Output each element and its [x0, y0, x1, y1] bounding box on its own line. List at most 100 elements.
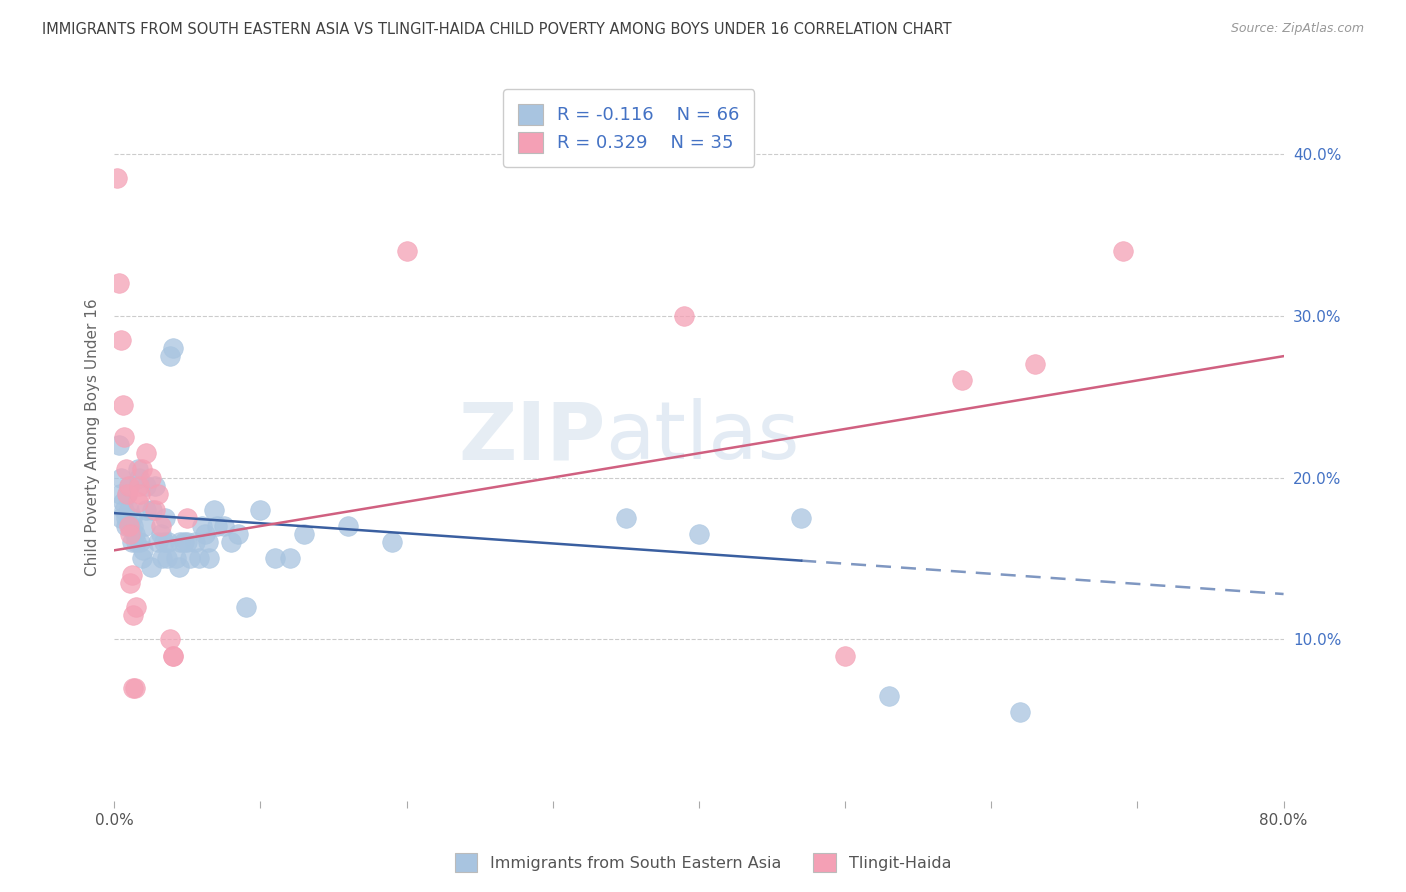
Point	[115, 519, 138, 533]
Point	[128, 470, 150, 484]
Point	[115, 511, 138, 525]
Point	[790, 511, 813, 525]
Point	[155, 511, 177, 525]
Point	[183, 535, 205, 549]
Point	[120, 575, 142, 590]
Point	[112, 430, 135, 444]
Point	[117, 486, 139, 500]
Point	[121, 511, 143, 525]
Point	[127, 495, 149, 509]
Point	[877, 689, 900, 703]
Point	[173, 535, 195, 549]
Point	[337, 519, 360, 533]
Point	[1024, 357, 1046, 371]
Point	[139, 559, 162, 574]
Point	[118, 478, 141, 492]
Point	[197, 535, 219, 549]
Point	[131, 462, 153, 476]
Point	[149, 527, 172, 541]
Point	[165, 551, 187, 566]
Point	[205, 519, 228, 533]
Point	[167, 559, 190, 574]
Point	[143, 503, 166, 517]
Point	[120, 527, 142, 541]
Point	[219, 535, 242, 549]
Point	[1010, 705, 1032, 719]
Point	[141, 503, 163, 517]
Point	[110, 511, 132, 525]
Point	[135, 503, 157, 517]
Text: atlas: atlas	[606, 398, 800, 476]
Point	[111, 398, 134, 412]
Point	[146, 535, 169, 549]
Point	[121, 535, 143, 549]
Point	[124, 681, 146, 695]
Point	[176, 511, 198, 525]
Point	[146, 486, 169, 500]
Point	[120, 519, 142, 533]
Text: IMMIGRANTS FROM SOUTH EASTERN ASIA VS TLINGIT-HAIDA CHILD POVERTY AMONG BOYS UND: IMMIGRANTS FROM SOUTH EASTERN ASIA VS TL…	[42, 22, 952, 37]
Point	[107, 438, 129, 452]
Point	[381, 535, 404, 549]
Point	[194, 527, 217, 541]
Point	[110, 333, 132, 347]
Point	[122, 608, 145, 623]
Point	[125, 599, 148, 614]
Point	[162, 341, 184, 355]
Point	[121, 567, 143, 582]
Point	[131, 551, 153, 566]
Point	[169, 535, 191, 549]
Point	[135, 446, 157, 460]
Legend: R = -0.116    N = 66, R = 0.329    N = 35: R = -0.116 N = 66, R = 0.329 N = 35	[503, 89, 754, 167]
Point	[159, 632, 181, 647]
Point	[278, 551, 301, 566]
Point	[115, 462, 138, 476]
Point	[614, 511, 637, 525]
Point	[395, 244, 418, 258]
Point	[156, 551, 179, 566]
Point	[179, 551, 201, 566]
Point	[264, 551, 287, 566]
Point	[143, 478, 166, 492]
Text: ZIP: ZIP	[458, 398, 606, 476]
Point	[105, 171, 128, 186]
Point	[128, 478, 150, 492]
Point	[212, 519, 235, 533]
Point	[118, 519, 141, 533]
Point	[117, 486, 139, 500]
Point	[162, 648, 184, 663]
Point	[157, 535, 180, 549]
Point	[1112, 244, 1135, 258]
Point	[108, 486, 131, 500]
Point	[292, 527, 315, 541]
Point	[159, 349, 181, 363]
Point	[122, 681, 145, 695]
Point	[688, 527, 710, 541]
Point	[118, 478, 141, 492]
Point	[202, 503, 225, 517]
Point	[249, 503, 271, 517]
Point	[135, 478, 157, 492]
Legend: Immigrants from South Eastern Asia, Tlingit-Haida: Immigrants from South Eastern Asia, Tlin…	[447, 845, 959, 880]
Point	[235, 599, 257, 614]
Point	[191, 519, 214, 533]
Point	[112, 503, 135, 517]
Point	[673, 309, 696, 323]
Point	[132, 543, 155, 558]
Point	[110, 470, 132, 484]
Point	[950, 373, 973, 387]
Text: Source: ZipAtlas.com: Source: ZipAtlas.com	[1230, 22, 1364, 36]
Point	[228, 527, 250, 541]
Point	[124, 527, 146, 541]
Point	[149, 519, 172, 533]
Point	[188, 551, 211, 566]
Point	[198, 551, 221, 566]
Point	[162, 648, 184, 663]
Y-axis label: Child Poverty Among Boys Under 16: Child Poverty Among Boys Under 16	[86, 298, 100, 576]
Point	[111, 495, 134, 509]
Point	[152, 551, 174, 566]
Point	[127, 462, 149, 476]
Point	[122, 519, 145, 533]
Point	[134, 519, 156, 533]
Point	[176, 535, 198, 549]
